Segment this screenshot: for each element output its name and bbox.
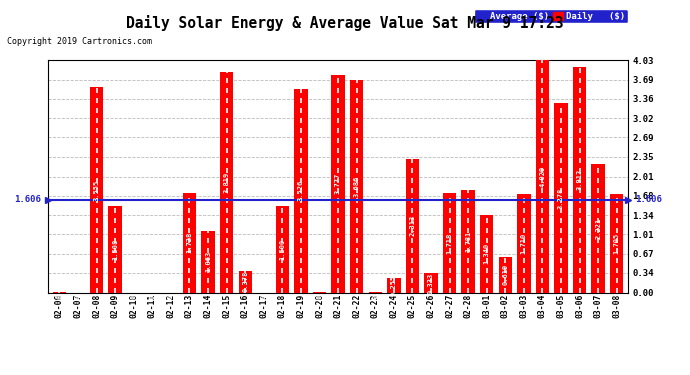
Text: 1.508: 1.508 [112,238,118,260]
Bar [90,87,104,292]
Text: 3.555: 3.555 [94,179,99,201]
Text: 0.000: 0.000 [261,278,267,299]
Bar [499,257,512,292]
Bar [294,89,308,292]
Bar [610,194,624,292]
Bar [591,164,605,292]
Text: 0.000: 0.000 [168,278,174,299]
Text: 3.278: 3.278 [558,188,564,209]
Text: 0.000: 0.000 [130,278,137,299]
Bar [276,206,289,292]
Text: 3.777: 3.777 [335,173,341,194]
Bar [331,75,345,292]
Text: Daily Solar Energy & Average Value Sat Mar 9 17:23: Daily Solar Energy & Average Value Sat M… [126,15,564,31]
Text: 0.005: 0.005 [372,278,378,299]
Bar [201,231,215,292]
Text: 1.718: 1.718 [446,232,453,254]
Text: 3.819: 3.819 [224,172,230,193]
Bar [387,278,400,292]
Bar [239,271,252,292]
Text: 0.008: 0.008 [317,278,322,299]
Text: 0.255: 0.255 [391,274,397,296]
Text: 2.221: 2.221 [595,218,601,239]
Text: 3.526: 3.526 [298,180,304,201]
Bar [220,72,233,292]
Text: 4.029: 4.029 [540,166,546,187]
Bar [535,60,549,292]
Bar [480,215,493,292]
Bar [424,273,437,292]
Bar [350,80,364,292]
Text: 1.781: 1.781 [465,231,471,252]
Bar [108,206,122,292]
Text: 1.606: 1.606 [635,195,662,204]
Text: 0.000: 0.000 [75,278,81,299]
Bar [554,104,568,292]
Text: 1.340: 1.340 [484,243,490,264]
Text: Copyright 2019 Cartronics.com: Copyright 2019 Cartronics.com [7,38,152,46]
Text: 3.912: 3.912 [577,169,582,190]
Bar [183,193,196,292]
Text: 0.000: 0.000 [149,278,155,299]
Text: 0.378: 0.378 [242,271,248,292]
Legend: Average ($), Daily   ($): Average ($), Daily ($) [473,9,628,23]
Text: 0.012: 0.012 [57,278,63,299]
Text: 2.313: 2.313 [409,215,415,236]
Bar [518,194,531,292]
Text: 0.619: 0.619 [502,264,509,285]
Bar [573,67,586,292]
Text: 1.063: 1.063 [205,251,211,273]
Text: 1.710: 1.710 [521,232,527,254]
Bar [443,194,456,292]
Text: 1.728: 1.728 [186,232,193,253]
Text: 0.333: 0.333 [428,272,434,294]
Text: 1.606: 1.606 [14,195,41,204]
Bar [406,159,419,292]
Text: 3.686: 3.686 [354,176,359,197]
Text: 1.705: 1.705 [613,233,620,254]
Bar [462,190,475,292]
Text: 1.500: 1.500 [279,238,286,260]
